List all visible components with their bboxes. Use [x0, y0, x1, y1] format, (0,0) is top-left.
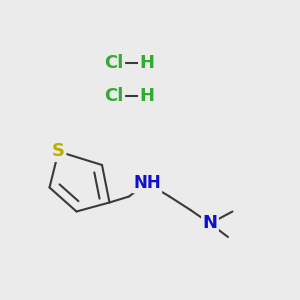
- Text: N: N: [202, 214, 217, 232]
- Text: H: H: [140, 87, 154, 105]
- Text: Cl: Cl: [104, 54, 124, 72]
- Text: S: S: [52, 142, 65, 160]
- Text: NH: NH: [133, 174, 161, 192]
- Text: Cl: Cl: [104, 87, 124, 105]
- Text: H: H: [140, 54, 154, 72]
